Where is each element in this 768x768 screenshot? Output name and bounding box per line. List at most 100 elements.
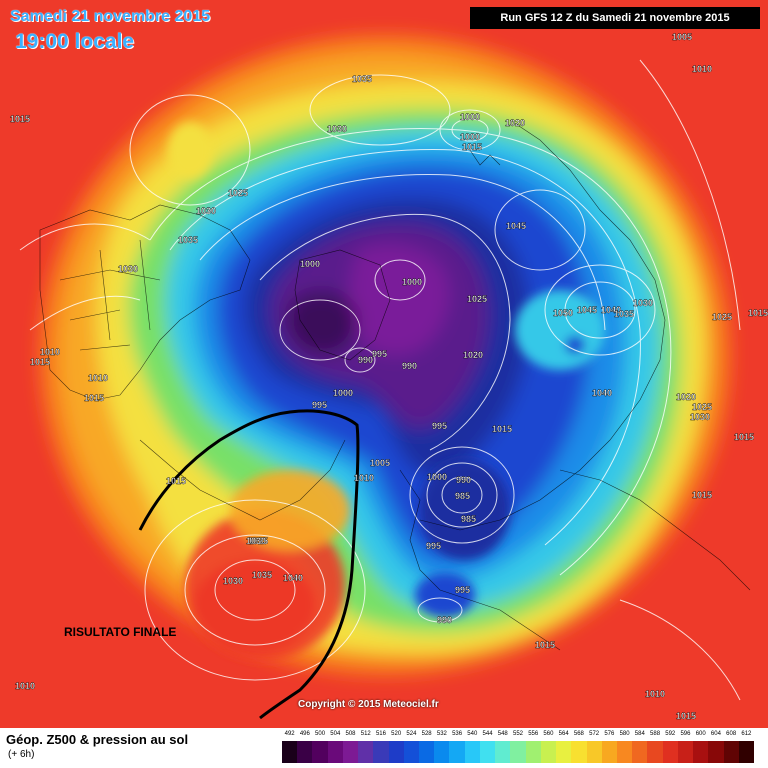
date-label: Samedi 21 novembre 2015 xyxy=(10,8,211,25)
pressure-label: 1015 xyxy=(748,308,768,318)
pressure-label: 995 xyxy=(372,349,387,359)
pressure-label: 1015 xyxy=(166,476,186,486)
run-info-box: Run GFS 12 Z du Samedi 21 novembre 2015 xyxy=(470,7,760,29)
scale-swatch xyxy=(297,741,313,763)
legend-title: Géop. Z500 & pression au sol xyxy=(6,732,189,747)
scale-swatch xyxy=(556,741,572,763)
z500-pressure-map: 1005101010151035103010001000101510201010… xyxy=(0,0,768,728)
isobar-high xyxy=(309,74,451,146)
isobar xyxy=(19,223,151,251)
scale-swatch xyxy=(738,741,755,763)
pressure-label: 1040 xyxy=(592,388,612,398)
pressure-label: 1015 xyxy=(492,424,512,434)
scale-tick-label: 540 xyxy=(467,731,478,737)
scale-swatch xyxy=(540,741,557,763)
pressure-label: 1000 xyxy=(460,132,480,142)
isobar-low xyxy=(417,597,463,623)
pressure-label: 1010 xyxy=(40,347,60,357)
pressure-label: 1015 xyxy=(676,711,696,721)
pressure-label: 1030 xyxy=(633,298,653,308)
pressure-label: 1030 xyxy=(196,206,216,216)
pressure-label: 1045 xyxy=(506,221,526,231)
scale-swatch xyxy=(571,741,587,763)
scale-swatch xyxy=(616,741,633,763)
pressure-label: 995 xyxy=(432,421,447,431)
pressure-label: 985 xyxy=(461,514,476,524)
scale-tick-label: 496 xyxy=(299,731,310,737)
scale-swatch xyxy=(479,741,496,763)
isobar-low xyxy=(451,118,489,142)
pressure-label: 1015 xyxy=(10,114,30,124)
pressure-label: 1025 xyxy=(692,402,712,412)
local-time-label: 19:00 locale xyxy=(15,30,135,53)
scale-tick-label: 544 xyxy=(482,731,493,737)
isobar-high xyxy=(214,559,296,621)
scale-tick-label: 492 xyxy=(284,731,295,737)
pressure-label: 990 xyxy=(456,475,471,485)
scale-tick-label: 592 xyxy=(665,731,676,737)
scale-swatch xyxy=(662,741,679,763)
coastlines xyxy=(39,119,751,651)
siberian-cyan-core xyxy=(515,290,605,370)
arctic-ridge-yellow xyxy=(230,470,350,550)
scale-swatch xyxy=(723,741,740,763)
scale-tick-label: 596 xyxy=(680,731,691,737)
scale-swatch xyxy=(327,741,344,763)
pressure-label: 990 xyxy=(358,355,373,365)
isobar-low xyxy=(426,462,498,528)
pressure-label: 1005 xyxy=(370,458,390,468)
scale-swatch xyxy=(677,741,694,763)
pressure-labels-layer: 1005101010151035103010001000101510201010… xyxy=(10,32,768,721)
scale-tick-label: 524 xyxy=(406,731,417,737)
scale-tick-label: 604 xyxy=(710,731,721,737)
isobar xyxy=(149,127,672,576)
pressure-label: 1010 xyxy=(15,681,35,691)
pressure-label: 1020 xyxy=(463,350,483,360)
scale-tick-label: 536 xyxy=(452,731,463,737)
japan-coast xyxy=(469,149,501,166)
pressure-label: 1015 xyxy=(535,640,555,650)
pressure-label: 1005 xyxy=(672,32,692,42)
isobar-low xyxy=(409,446,515,544)
isobar xyxy=(199,173,606,331)
scale-tick-label: 516 xyxy=(375,731,386,737)
isobar xyxy=(259,213,511,451)
scale-tick-label: 528 xyxy=(421,731,432,737)
isobar xyxy=(29,295,141,331)
scale-swatch xyxy=(693,741,709,763)
scale-swatch xyxy=(373,741,390,763)
pressure-label: 1035 xyxy=(614,309,634,319)
pressure-label: 1040 xyxy=(601,305,621,315)
scale-swatch xyxy=(312,741,329,763)
pressure-label: 995 xyxy=(455,585,470,595)
greenland-coast xyxy=(294,249,391,361)
pressure-label: 1010 xyxy=(354,473,374,483)
scale-tick-label: 564 xyxy=(558,731,569,737)
isobar-high xyxy=(184,534,326,646)
scale-swatch xyxy=(388,741,405,763)
scale-tick-label: 556 xyxy=(528,731,539,737)
result-label: RISULTATO FINALE xyxy=(64,625,177,639)
scale-tick-label: 612 xyxy=(741,731,752,737)
north-america-coast xyxy=(39,204,251,401)
europe-coast xyxy=(399,469,561,651)
northern-canada-yellow xyxy=(168,122,212,178)
pressure-label: 1000 xyxy=(333,388,353,398)
siberian-blue-spot xyxy=(565,336,585,354)
scale-tick-label: 552 xyxy=(512,731,524,737)
band-dark-purple xyxy=(287,291,358,356)
scale-tick-label: 576 xyxy=(604,731,615,737)
pressure-label: 1025 xyxy=(228,188,248,198)
pressure-label: 985 xyxy=(455,491,470,501)
copyright-text: Copyright © 2015 Meteociel.fr xyxy=(298,699,439,710)
scale-tick-label: 504 xyxy=(330,731,341,737)
scale-tick-label: 608 xyxy=(726,731,737,737)
isobar-high xyxy=(144,499,366,681)
pressure-label: 1030 xyxy=(690,412,710,422)
scale-swatch xyxy=(342,741,359,763)
scale-swatch xyxy=(419,741,435,763)
scale-swatch xyxy=(495,741,511,763)
regional-anomalies xyxy=(168,122,605,660)
pressure-label: 1000 xyxy=(402,277,422,287)
